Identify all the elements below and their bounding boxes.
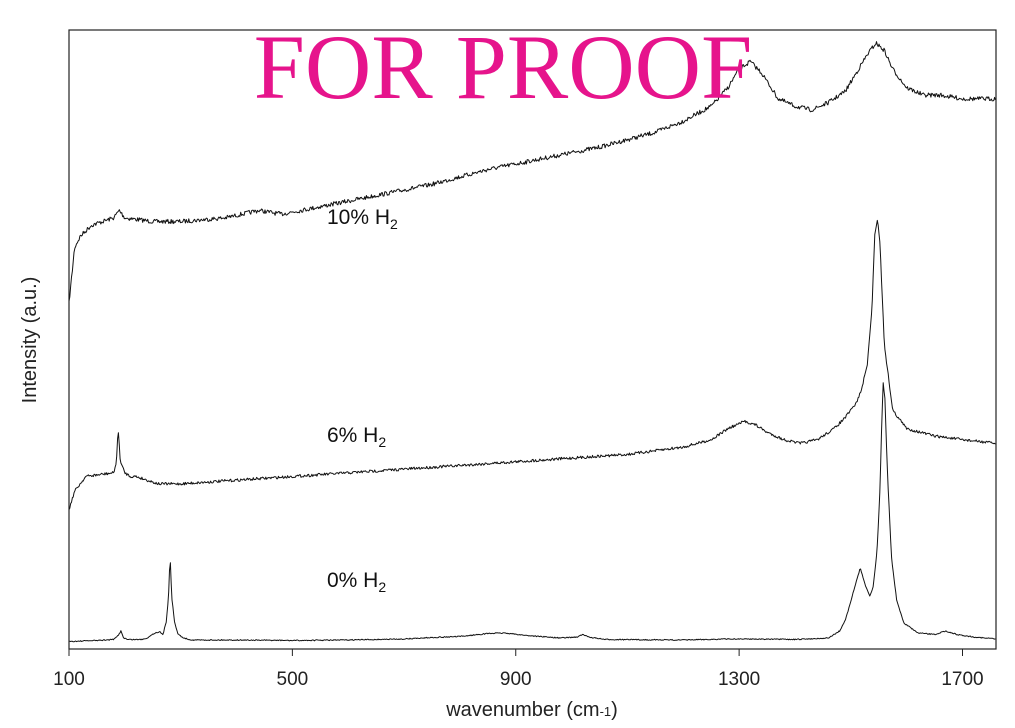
spectra-traces <box>68 41 996 643</box>
x-tick-label-500: 500 <box>277 669 309 690</box>
plot-frame <box>68 29 997 650</box>
x-axis-title-main: wavenumber (cm <box>445 699 599 721</box>
x-tick-label-900: 900 <box>500 669 532 690</box>
x-tick-label-1700: 1700 <box>941 669 983 690</box>
series-label-10pct: 10% H2 <box>327 206 398 232</box>
x-tick-label-1300: 1300 <box>718 669 760 690</box>
series-label-10pct-main: 10% H <box>327 206 390 229</box>
series-label-6pct: 6% H2 <box>327 424 386 450</box>
series-label-0pct-main: 0% H <box>327 569 378 592</box>
for-proof-watermark: FOR PROOF <box>254 16 753 118</box>
x-tick-label-100: 100 <box>53 669 85 690</box>
y-axis-title: Intensity (a.u.) <box>19 277 41 404</box>
series-label-6pct-main: 6% H <box>327 424 378 447</box>
x-axis-title: wavenumber (cm-1) <box>445 699 618 721</box>
trace-6pct-h2 <box>68 219 996 510</box>
x-axis-ticks: 100 500 900 1300 1700 <box>53 649 984 690</box>
x-axis-title-sup: -1 <box>600 704 612 719</box>
x-axis-title-close: ) <box>611 699 618 721</box>
trace-0pct-h2 <box>69 382 996 643</box>
series-label-0pct-sub: 2 <box>378 579 386 595</box>
trace-10pct-h2 <box>68 41 996 302</box>
series-label-0pct: 0% H2 <box>327 569 386 595</box>
series-label-6pct-sub: 2 <box>378 434 386 450</box>
series-label-10pct-sub: 2 <box>390 216 398 232</box>
